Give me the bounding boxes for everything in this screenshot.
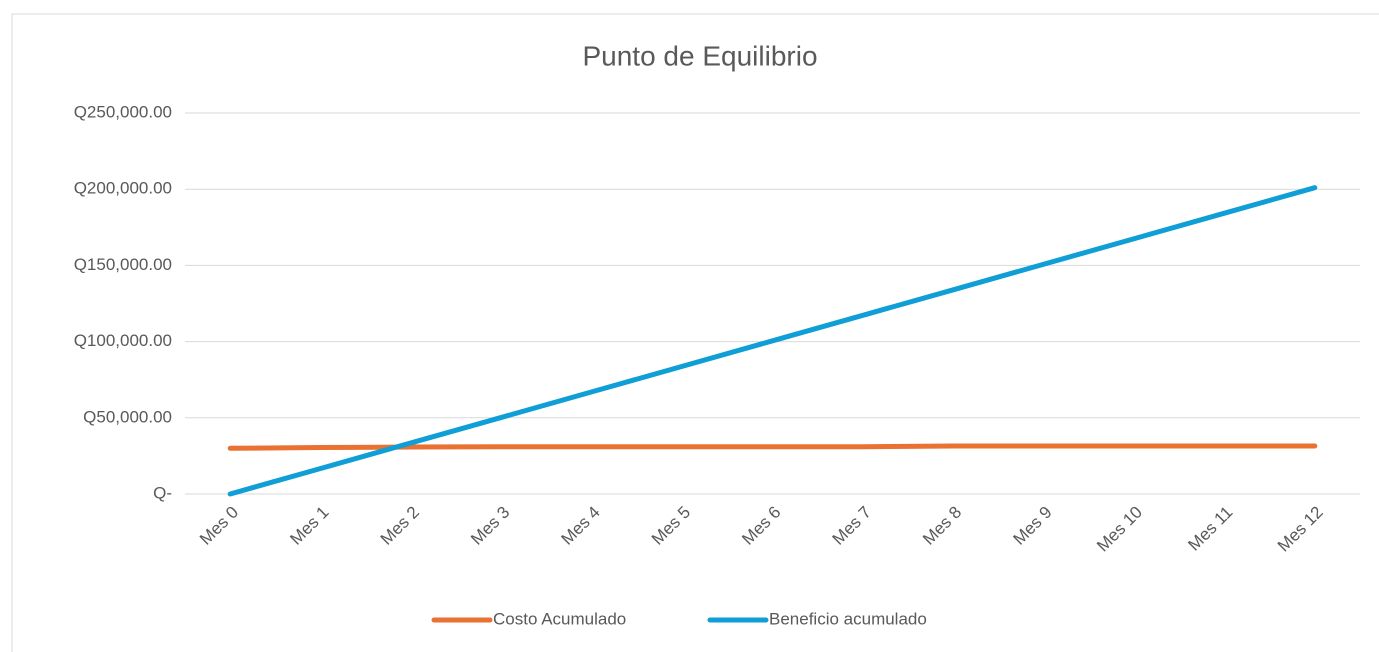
y-tick-label: Q50,000.00 [83,407,172,426]
legend-label: Costo Acumulado [493,609,626,628]
line-series [227,185,1318,497]
line-series [227,443,1318,451]
y-tick-label: Q250,000.00 [74,102,172,121]
y-tick-label: Q100,000.00 [74,331,172,350]
y-tick-label: Q150,000.00 [74,255,172,274]
legend-label: Beneficio acumulado [769,609,927,628]
chart-frame [11,13,1379,652]
chart-title: Punto de Equilibrio [582,40,817,71]
y-tick-label: Q- [153,483,172,502]
y-tick-label: Q200,000.00 [74,179,172,198]
